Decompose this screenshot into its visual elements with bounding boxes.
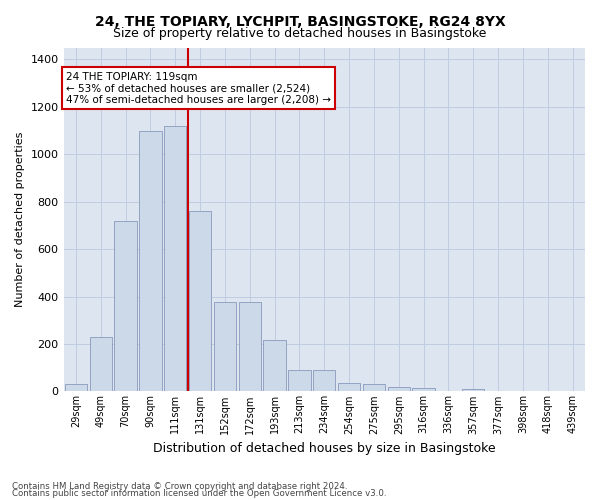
Bar bbox=[164, 126, 187, 392]
X-axis label: Distribution of detached houses by size in Basingstoke: Distribution of detached houses by size … bbox=[153, 442, 496, 455]
Y-axis label: Number of detached properties: Number of detached properties bbox=[15, 132, 25, 307]
Bar bbox=[288, 370, 311, 392]
Bar bbox=[139, 130, 161, 392]
Text: Contains HM Land Registry data © Crown copyright and database right 2024.: Contains HM Land Registry data © Crown c… bbox=[12, 482, 347, 491]
Bar bbox=[89, 337, 112, 392]
Bar bbox=[388, 386, 410, 392]
Bar bbox=[189, 211, 211, 392]
Bar bbox=[263, 340, 286, 392]
Bar bbox=[462, 388, 484, 392]
Bar bbox=[65, 384, 87, 392]
Text: 24 THE TOPIARY: 119sqm
← 53% of detached houses are smaller (2,524)
47% of semi-: 24 THE TOPIARY: 119sqm ← 53% of detached… bbox=[66, 72, 331, 105]
Text: Contains public sector information licensed under the Open Government Licence v3: Contains public sector information licen… bbox=[12, 490, 386, 498]
Bar bbox=[115, 220, 137, 392]
Bar bbox=[363, 384, 385, 392]
Bar bbox=[239, 302, 261, 392]
Bar bbox=[214, 302, 236, 392]
Bar bbox=[313, 370, 335, 392]
Text: 24, THE TOPIARY, LYCHPIT, BASINGSTOKE, RG24 8YX: 24, THE TOPIARY, LYCHPIT, BASINGSTOKE, R… bbox=[95, 15, 505, 29]
Bar bbox=[412, 388, 435, 392]
Text: Size of property relative to detached houses in Basingstoke: Size of property relative to detached ho… bbox=[113, 28, 487, 40]
Bar bbox=[338, 383, 360, 392]
